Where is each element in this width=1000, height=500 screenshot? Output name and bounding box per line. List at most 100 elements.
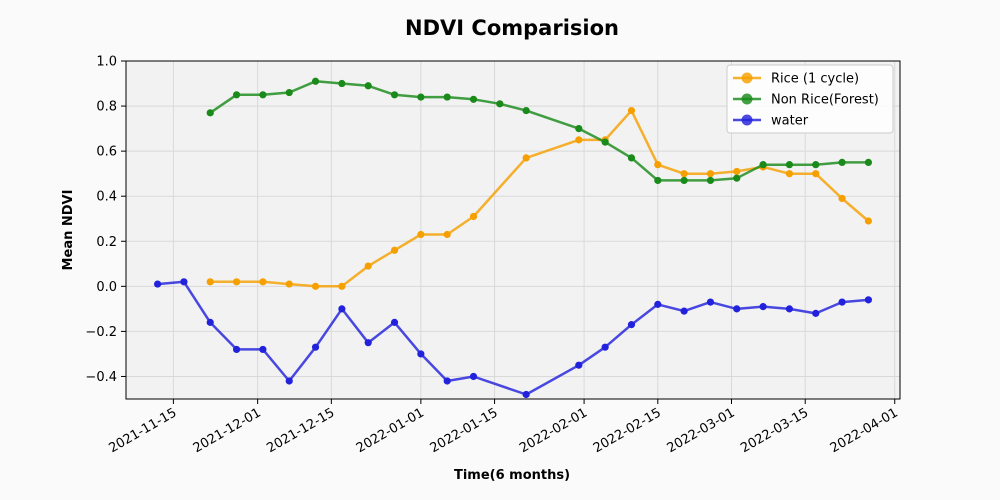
data-point [680, 176, 688, 185]
data-point [390, 246, 399, 254]
data-point [232, 91, 241, 99]
data-point [785, 170, 794, 178]
y-axis: −0.4 −0.2 0.0 0.2 0.4 0.6 0.8 1.0 [85, 55, 126, 385]
data-point [733, 305, 741, 313]
data-point [417, 350, 425, 358]
data-point [469, 372, 478, 381]
data-point [311, 282, 320, 290]
data-point [206, 109, 214, 117]
data-point [706, 170, 715, 178]
data-point [390, 318, 399, 326]
data-point [654, 161, 662, 169]
y-tick-label: −0.4 [85, 370, 117, 385]
data-point [575, 361, 583, 369]
legend-label: Rice (1 cycle) [771, 72, 859, 87]
data-point [864, 217, 873, 225]
data-point [864, 158, 873, 166]
y-axis-label: Mean NDVI [61, 190, 76, 271]
data-point [522, 154, 530, 162]
data-point [417, 230, 425, 239]
data-point [680, 170, 688, 178]
plot-frame [125, 60, 901, 400]
data-point [338, 305, 346, 313]
legend: Rice (1 cycle) Non Rice(Forest) water [726, 64, 894, 134]
legend-box [726, 64, 894, 134]
data-point [654, 300, 662, 308]
data-point [864, 296, 873, 304]
series-layer [153, 77, 873, 399]
legend-label: Non Rice(Forest) [771, 93, 879, 108]
y-tick-label: 0.2 [96, 235, 117, 250]
data-point [654, 176, 662, 185]
series-line [157, 280, 869, 396]
data-point [232, 345, 241, 354]
data-point [601, 343, 609, 351]
data-point [206, 318, 214, 326]
data-point [338, 282, 346, 290]
data-point [180, 278, 188, 286]
x-axis-label: Time(6 months) [454, 468, 570, 483]
data-point [259, 91, 267, 99]
data-point [311, 343, 320, 351]
data-point [206, 278, 214, 286]
data-point [785, 161, 794, 169]
data-point [733, 167, 741, 176]
legend-item: Rice (1 cycle) [733, 72, 859, 87]
data-point [443, 93, 451, 101]
legend-item: Non Rice(Forest) [733, 93, 879, 108]
y-tick-label: −0.2 [85, 325, 117, 340]
data-point [812, 170, 820, 178]
data-point [601, 138, 609, 146]
data-point [338, 79, 346, 88]
data-point [759, 303, 767, 311]
legend-marker [741, 72, 753, 84]
data-point [733, 174, 741, 182]
series-line [210, 109, 870, 288]
data-point [259, 278, 267, 286]
data-point [259, 345, 267, 354]
series-2 [153, 278, 873, 399]
data-point [575, 125, 583, 133]
data-point [443, 377, 451, 385]
legend-label: water [771, 114, 809, 129]
data-point [575, 136, 583, 144]
y-tick-label: 1.0 [96, 55, 117, 70]
data-point [838, 194, 846, 203]
legend-marker [741, 93, 753, 105]
data-point [522, 106, 530, 115]
data-point [759, 161, 767, 169]
data-point [232, 278, 241, 286]
y-tick-label: 0.6 [96, 145, 117, 160]
data-point [390, 91, 399, 99]
data-point [469, 95, 478, 103]
data-point [785, 305, 794, 313]
data-point [496, 100, 504, 108]
data-point [469, 212, 478, 221]
data-point [627, 106, 636, 115]
data-point [364, 82, 372, 90]
data-point [285, 88, 293, 97]
chart-title: NDVI Comparision [405, 16, 619, 40]
data-point [285, 280, 293, 288]
y-tick-label: 0.8 [96, 100, 117, 115]
series-1 [206, 77, 873, 185]
data-point [838, 298, 846, 306]
data-point [627, 321, 636, 329]
data-point [522, 390, 530, 399]
legend-marker [741, 114, 753, 126]
data-point [838, 158, 846, 166]
data-point [706, 176, 715, 185]
y-tick-label: 0.0 [96, 280, 117, 295]
data-point [364, 339, 372, 347]
data-point [417, 93, 425, 101]
data-point [285, 377, 293, 385]
data-point [812, 309, 820, 317]
data-point [311, 77, 320, 85]
data-point [443, 230, 451, 239]
data-point [812, 161, 820, 169]
data-point [153, 280, 162, 288]
data-point [680, 307, 688, 315]
data-point [627, 154, 636, 162]
legend-item: water [733, 114, 809, 129]
